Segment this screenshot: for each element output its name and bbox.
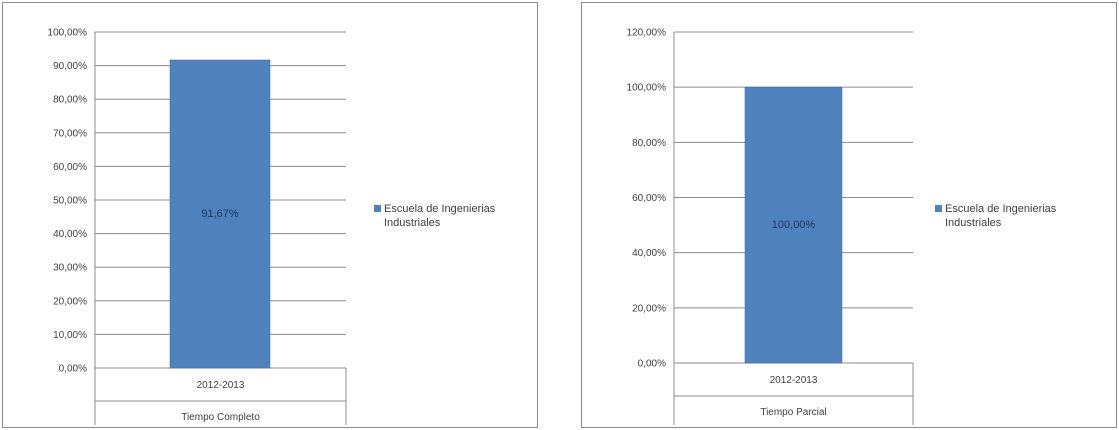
legend-entry: Industriales — [945, 217, 1002, 229]
bar — [169, 59, 271, 369]
data-label: 91,67% — [201, 208, 239, 220]
y-tick-label: 100,00% — [48, 28, 88, 39]
y-tick-label: 0,00% — [638, 359, 666, 370]
y-tick-label: 70,00% — [53, 128, 87, 139]
y-tick-label: 80,00% — [632, 138, 666, 149]
legend-entry: Industriales — [384, 217, 441, 229]
y-tick-label: 80,00% — [53, 95, 87, 106]
chart-tiempo-completo: 0,00% 10,00% 20,00% 30,00% 40,00% 50,00% 60,00… — [48, 28, 496, 425]
y-tick-label: 10,00% — [53, 330, 87, 341]
data-label: 100,00% — [772, 219, 816, 231]
legend-swatch — [935, 205, 942, 212]
legend-entry: Escuela de Ingenierias — [945, 203, 1057, 215]
legend-swatch — [374, 205, 381, 212]
y-tick-label: 90,00% — [53, 61, 87, 72]
category-group-label: Tiempo Parcial — [760, 407, 826, 418]
chart-tiempo-parcial: 0,00% 20,00% 40,00% 60,00% 80,00% 100,00% 120,… — [627, 28, 1057, 425]
legend-entry: Escuela de Ingenierias — [384, 203, 496, 215]
x-tick-label: 2012-2013 — [197, 380, 245, 391]
y-tick-label: 20,00% — [632, 303, 666, 314]
bar — [744, 86, 843, 364]
y-tick-label: 40,00% — [632, 248, 666, 259]
y-tick-label: 50,00% — [53, 196, 87, 207]
y-tick-label: 60,00% — [632, 193, 666, 204]
y-tick-label: 100,00% — [627, 83, 667, 94]
y-tick-label: 0,00% — [59, 364, 87, 375]
category-group-label: Tiempo Completo — [181, 412, 260, 423]
y-tick-label: 40,00% — [53, 229, 87, 240]
y-tick-label: 30,00% — [53, 263, 87, 274]
chart-panel-tiempo-completo: 0,00% 10,00% 20,00% 30,00% 40,00% 50,00% 60,00… — [2, 2, 538, 428]
y-tick-label: 120,00% — [627, 28, 667, 39]
y-tick-label: 60,00% — [53, 162, 87, 173]
y-tick-label: 20,00% — [53, 296, 87, 307]
x-tick-label: 2012-2013 — [770, 375, 818, 386]
chart-panel-tiempo-parcial: 0,00% 20,00% 40,00% 60,00% 80,00% 100,00% 120,… — [581, 2, 1117, 428]
